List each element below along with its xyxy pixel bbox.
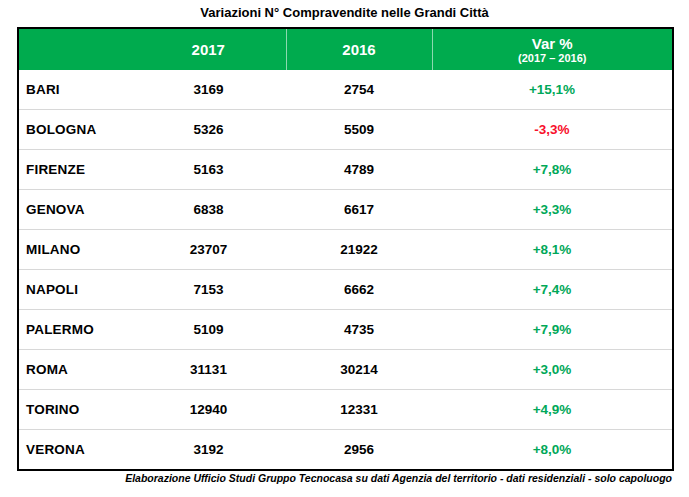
table-row: VERONA 3192 2956 +8,0%: [18, 430, 673, 471]
var-cell: +3,3%: [432, 190, 673, 230]
value-2017-cell: 5109: [131, 310, 286, 350]
page-title: Variazioni N° Compravendite nelle Grandi…: [0, 5, 689, 20]
var-header-line2: (2017 – 2016): [433, 52, 673, 65]
var-cell: +15,1%: [432, 70, 673, 110]
value-2017-cell: 5163: [131, 150, 286, 190]
value-2016-cell: 2956: [286, 430, 432, 471]
value-2016-cell: 2754: [286, 70, 432, 110]
city-cell: GENOVA: [18, 190, 131, 230]
table-row: MILANO 23707 21922 +8,1%: [18, 230, 673, 270]
source-note: Elaborazione Ufficio Studi Gruppo Tecnoc…: [125, 472, 672, 484]
value-2017-cell: 7153: [131, 270, 286, 310]
compravendite-table: 2017 2016 Var % (2017 – 2016) BARI 3169 …: [17, 27, 674, 471]
city-cell: PALERMO: [18, 310, 131, 350]
table-row: GENOVA 6838 6617 +3,3%: [18, 190, 673, 230]
city-cell: TORINO: [18, 390, 131, 430]
value-2016-cell: 6617: [286, 190, 432, 230]
value-2017-cell: 31131: [131, 350, 286, 390]
var-cell: +3,0%: [432, 350, 673, 390]
value-2016-cell: 4735: [286, 310, 432, 350]
table-row: BOLOGNA 5326 5509 -3,3%: [18, 110, 673, 150]
var-cell: +8,1%: [432, 230, 673, 270]
value-2017-cell: 3192: [131, 430, 286, 471]
value-2017-cell: 23707: [131, 230, 286, 270]
table-row: FIRENZE 5163 4789 +7,8%: [18, 150, 673, 190]
city-cell: BOLOGNA: [18, 110, 131, 150]
value-2017-cell: 12940: [131, 390, 286, 430]
var-cell: +7,8%: [432, 150, 673, 190]
city-cell: BARI: [18, 70, 131, 110]
value-2016-cell: 30214: [286, 350, 432, 390]
var-cell: -3,3%: [432, 110, 673, 150]
table-row: NAPOLI 7153 6662 +7,4%: [18, 270, 673, 310]
city-cell: MILANO: [18, 230, 131, 270]
table-row: BARI 3169 2754 +15,1%: [18, 70, 673, 110]
value-2017-cell: 5326: [131, 110, 286, 150]
city-cell: ROMA: [18, 350, 131, 390]
value-2017-cell: 6838: [131, 190, 286, 230]
city-cell: NAPOLI: [18, 270, 131, 310]
city-column-header: [18, 28, 131, 70]
table-row: TORINO 12940 12331 +4,9%: [18, 390, 673, 430]
var-cell: +7,9%: [432, 310, 673, 350]
var-cell: +7,4%: [432, 270, 673, 310]
col-2017-header: 2017: [131, 28, 286, 70]
var-cell: +8,0%: [432, 430, 673, 471]
col-var-header: Var % (2017 – 2016): [432, 28, 673, 70]
col-2016-header: 2016: [286, 28, 432, 70]
value-2016-cell: 5509: [286, 110, 432, 150]
city-cell: FIRENZE: [18, 150, 131, 190]
value-2016-cell: 21922: [286, 230, 432, 270]
value-2016-cell: 12331: [286, 390, 432, 430]
value-2017-cell: 3169: [131, 70, 286, 110]
table-row: ROMA 31131 30214 +3,0%: [18, 350, 673, 390]
value-2016-cell: 4789: [286, 150, 432, 190]
var-cell: +4,9%: [432, 390, 673, 430]
header-row: 2017 2016 Var % (2017 – 2016): [18, 28, 673, 70]
table-row: PALERMO 5109 4735 +7,9%: [18, 310, 673, 350]
value-2016-cell: 6662: [286, 270, 432, 310]
city-cell: VERONA: [18, 430, 131, 471]
var-header-line1: Var %: [433, 35, 673, 52]
